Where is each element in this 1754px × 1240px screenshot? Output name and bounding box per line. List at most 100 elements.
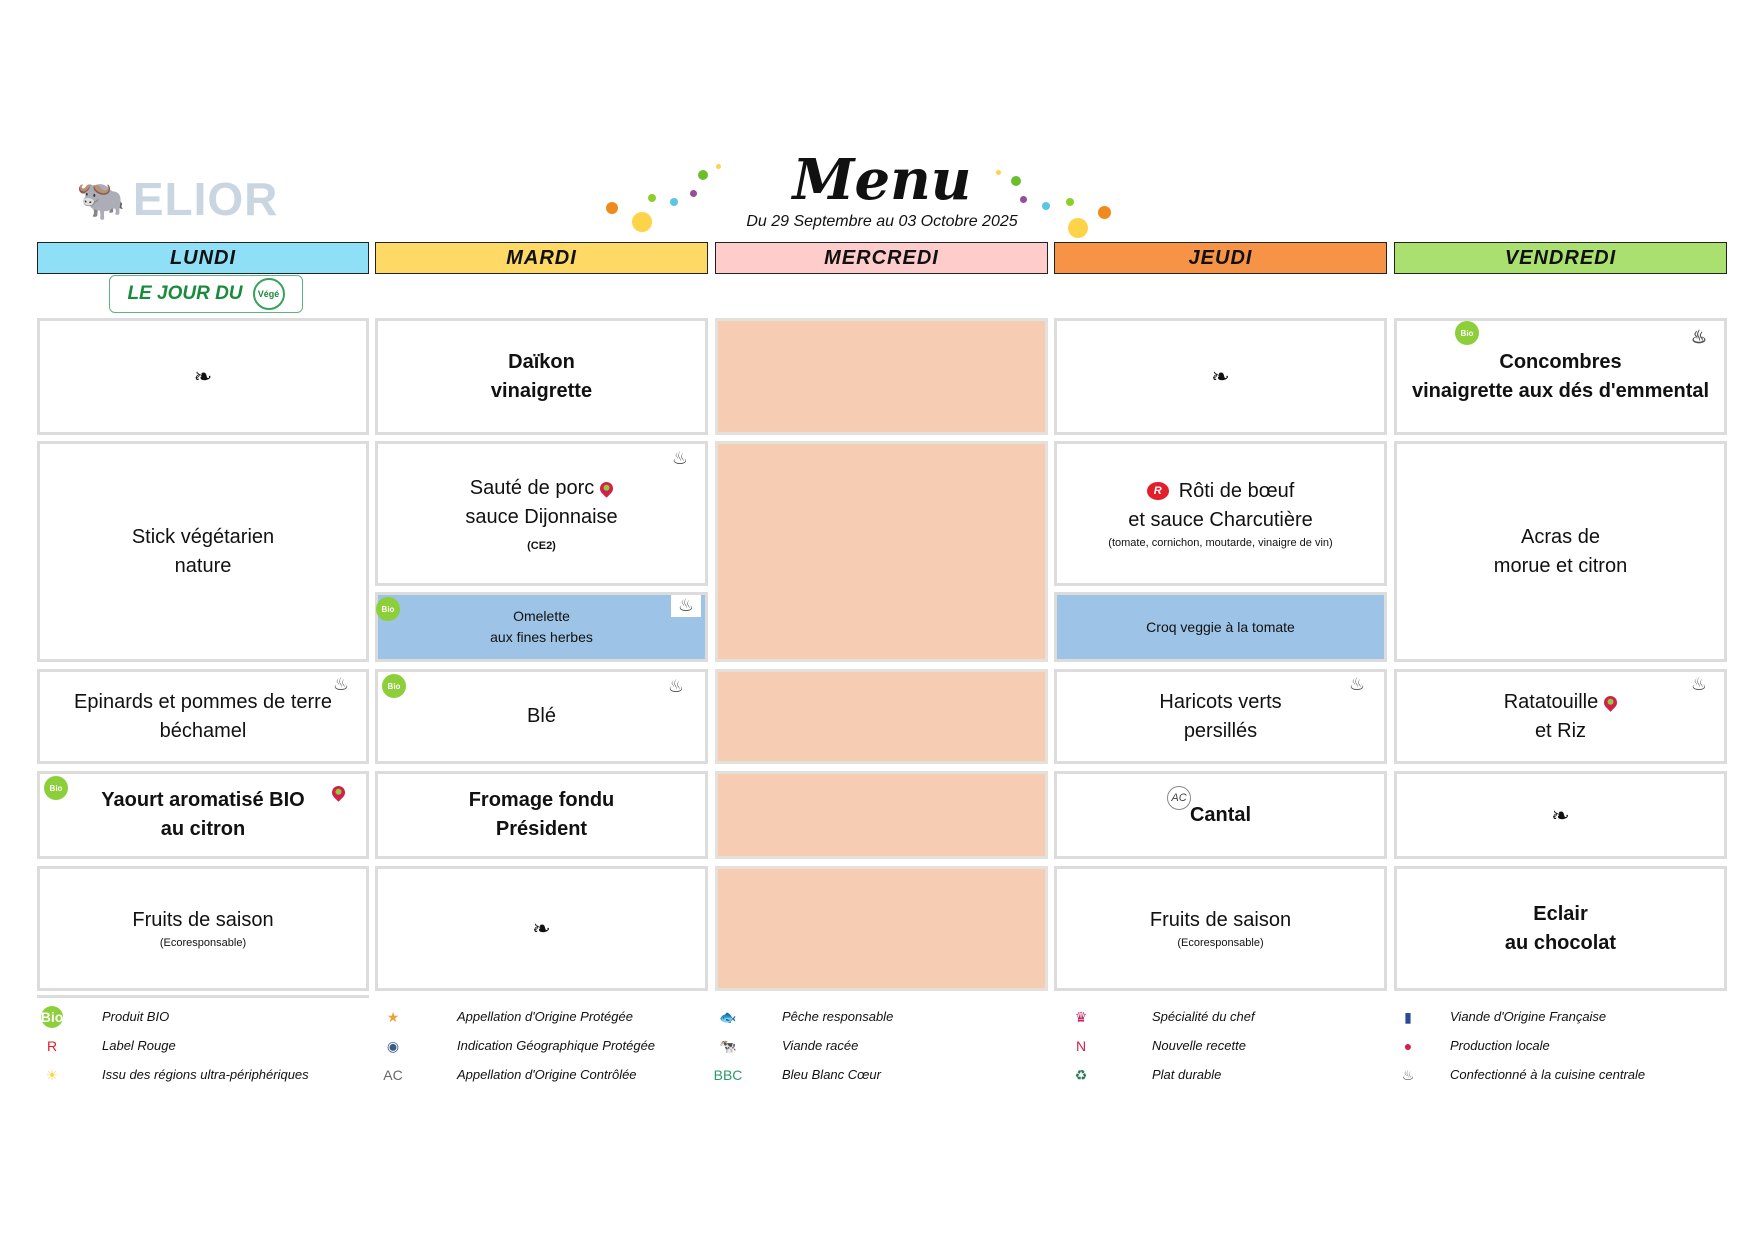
dish-name: Fromage fondu: [468, 789, 615, 811]
dish-name: Yaourt aromatisé BIO: [101, 789, 305, 811]
vendredi-main: Acras de morue et citron: [1394, 441, 1727, 662]
page-title: Menu: [792, 147, 972, 213]
legend-label: Appellation d'Origine Contrôlée: [457, 1067, 637, 1082]
chef-hat-icon: ♨: [667, 676, 685, 696]
local-production-icon: [329, 783, 348, 802]
legend-icon: ☀: [45, 1066, 59, 1083]
legend-label: Issu des régions ultra-périphériques: [102, 1067, 309, 1082]
mercredi-dairy: [715, 771, 1048, 859]
date-range: Du 29 Septembre au 03 Octobre 2025: [746, 213, 1018, 230]
dish-name: Concombres: [1499, 350, 1622, 373]
dish-name: et Riz: [1534, 719, 1587, 742]
divider: [37, 995, 369, 998]
legend-label: Nouvelle recette: [1152, 1038, 1246, 1053]
legend-label: Spécialité du chef: [1152, 1009, 1255, 1024]
mercredi-main: [715, 441, 1048, 662]
confetti-dot: [1068, 218, 1088, 238]
dish-name: vinaigrette: [490, 379, 593, 402]
legend-label: Pêche responsable: [782, 1009, 894, 1024]
ornament-icon: ❧: [532, 916, 551, 941]
chef-hat-icon: ♨: [1690, 327, 1708, 347]
lundi-main: Stick végétarien nature: [37, 441, 369, 662]
chef-hat-icon: ♨: [671, 595, 701, 617]
lundi-side: ♨ Epinards et pommes de terre béchamel: [37, 669, 369, 764]
confetti-dot: [648, 194, 656, 202]
jeudi-alternative: Croq veggie à la tomate: [1054, 592, 1387, 662]
confetti-dot: [996, 170, 1001, 175]
legend-label: Viande racée: [782, 1038, 859, 1053]
chef-hat-icon: ♨: [1690, 674, 1708, 694]
bio-icon: Bio: [1455, 321, 1479, 345]
day-header-jeudi: JEUDI: [1054, 242, 1387, 274]
legend-icon: ◉: [386, 1037, 400, 1054]
dish-name: Sauté de porc: [469, 476, 595, 499]
legend-icon: AC: [383, 1067, 403, 1083]
bio-icon: Bio: [44, 776, 68, 800]
dish-note: (tomate, cornichon, moutarde, vinaigre d…: [1108, 536, 1333, 549]
confetti-dot: [690, 190, 697, 197]
confetti-dot: [1020, 196, 1027, 203]
dish-name: vinaigrette aux dés d'emmental: [1411, 379, 1710, 402]
legend-icon: N: [1075, 1038, 1087, 1054]
mardi-main: ♨ Sauté de porc sauce Dijonnaise (CE2): [375, 441, 708, 586]
ornament-icon: ❧: [1211, 364, 1230, 389]
vendredi-dessert: Eclair au chocolat: [1394, 866, 1727, 991]
jeudi-dessert: Fruits de saison (Ecoresponsable): [1054, 866, 1387, 991]
confetti-dot: [1042, 202, 1050, 210]
legend-label: Confectionné à la cuisine centrale: [1450, 1067, 1646, 1082]
legend-icon: ♛: [1074, 1008, 1088, 1025]
jour-du-vege-badge: LE JOUR DU Végé: [109, 275, 303, 313]
legend-label: Produit BIO: [102, 1009, 170, 1024]
dish-name: morue et citron: [1493, 554, 1628, 577]
ornament-icon: ❧: [193, 364, 213, 389]
day-header-vendredi: VENDREDI: [1394, 242, 1727, 274]
dish-name: Eclair: [1533, 902, 1588, 925]
vege-seal: Végé: [252, 278, 285, 310]
legend-icon: BBC: [713, 1067, 743, 1083]
lundi-dessert: Fruits de saison (Ecoresponsable): [37, 866, 369, 991]
day-header-mercredi: MERCREDI: [715, 242, 1048, 274]
mardi-dairy: Fromage fondu Président: [375, 771, 708, 859]
legend-icon: ▮: [1404, 1008, 1412, 1025]
dish-name: nature: [174, 554, 232, 577]
dish-name: sauce Dijonnaise: [465, 505, 618, 528]
dish-name: et sauce Charcutière: [1128, 508, 1313, 531]
vendredi-dairy: ❧: [1394, 771, 1727, 859]
vendredi-starter: Bio ♨ Concombres vinaigrette aux dés d'emme…: [1394, 318, 1727, 435]
vendredi-side: ♨ Ratatouille et Riz: [1394, 669, 1727, 764]
dish-name: Haricots verts: [1159, 690, 1282, 713]
legend-label: Bleu Blanc Cœur: [782, 1067, 881, 1082]
legend-icon: ♻: [1074, 1066, 1088, 1083]
dish-name: Cantal: [1189, 803, 1252, 826]
bio-icon: Bio: [376, 597, 400, 621]
mardi-starter: Daïkon vinaigrette: [375, 318, 708, 435]
confetti-dot: [632, 212, 652, 232]
legend-label: Label Rouge: [102, 1038, 176, 1053]
aoc-icon: AC: [1167, 786, 1191, 810]
badge-text: LE JOUR DU: [127, 283, 243, 304]
dish-note: (Ecoresponsable): [1177, 937, 1264, 949]
dish-name: béchamel: [159, 719, 247, 742]
legend-label: Plat durable: [1152, 1067, 1222, 1082]
mardi-dessert: ❧: [375, 866, 708, 991]
day-header-lundi: LUNDI: [37, 242, 369, 274]
legend-icon: ●: [1403, 1038, 1413, 1054]
jeudi-side: ♨ Haricots verts persillés: [1054, 669, 1387, 764]
confetti-dot: [698, 170, 708, 180]
chef-hat-icon: ♨: [671, 448, 689, 468]
dish-note: (Ecoresponsable): [159, 937, 247, 949]
dish-name: Président: [495, 818, 588, 840]
mardi-alternative: Bio ♨ Omelette aux fines herbes: [375, 592, 708, 662]
legend-icon: 🐄: [719, 1037, 737, 1054]
bison-icon: 🐃: [76, 177, 127, 222]
dish-name: Croq veggie à la tomate: [1146, 618, 1295, 635]
dish-name: au citron: [160, 818, 246, 840]
legend-icon: 🐟: [719, 1008, 737, 1025]
lundi-dairy: Bio Yaourt aromatisé BIO au citron: [37, 771, 369, 859]
label-rouge-icon: R: [1146, 482, 1169, 501]
mercredi-starter: [715, 318, 1048, 435]
legend-icon: ♨: [1401, 1066, 1415, 1083]
confetti-dot: [606, 202, 618, 214]
chef-hat-icon: ♨: [1348, 674, 1366, 694]
